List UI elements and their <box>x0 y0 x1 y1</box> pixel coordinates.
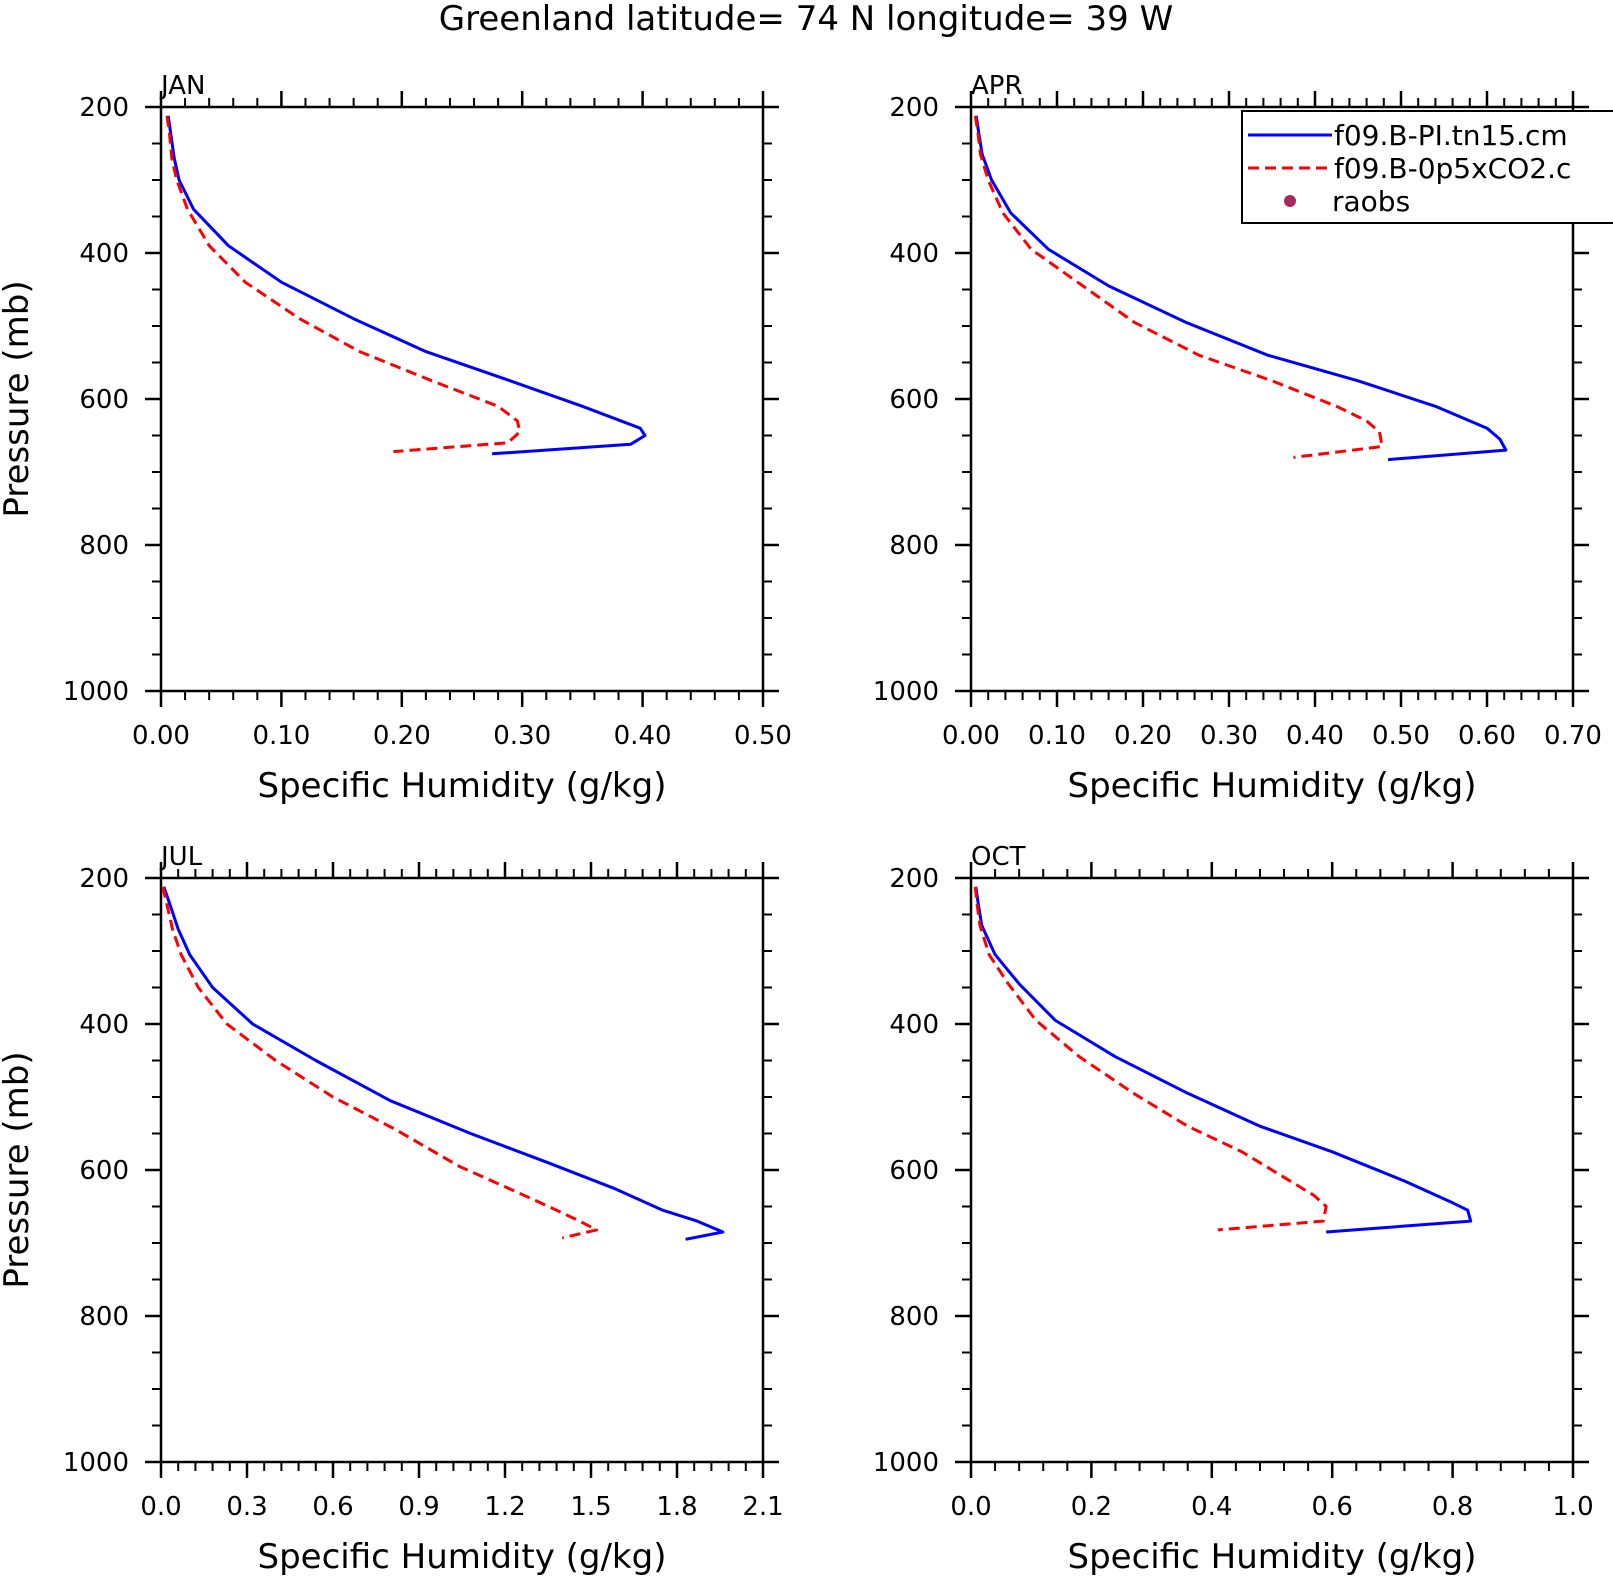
panel-jul: JUL 0.0 0.3 0.6 0.9 1.2 1.5 1.8 2.1 200 400 600 800 1… <box>0 842 784 1577</box>
y-tick-label: 400 <box>79 1010 129 1040</box>
x-tick-label: 2.1 <box>742 1492 783 1522</box>
x-tick-label: 0.00 <box>942 721 1000 751</box>
y-tick-label: 200 <box>79 864 129 894</box>
x-tick-label: 0.8 <box>1432 1492 1473 1522</box>
series-line <box>974 115 1508 462</box>
panel-apr: APR 0.00 0.10 0.20 0.30 0.40 0.50 0.60 0.70 200 40… <box>873 71 1602 806</box>
legend-label: f09.B-0p5xCO2.c <box>1334 152 1571 185</box>
x-tick-label: 0.30 <box>493 721 551 751</box>
legend-label: raobs <box>1332 185 1410 218</box>
y-tick-label: 1000 <box>63 677 129 707</box>
x-tick-label: 0.40 <box>614 721 672 751</box>
y-tick-label: 800 <box>889 1302 939 1332</box>
y-tick-label: 600 <box>889 385 939 415</box>
panel-label: JAN <box>159 71 205 101</box>
x-tick-label: 0.0 <box>140 1492 181 1522</box>
x-axis-label: Specific Humidity (g/kg) <box>1068 1537 1477 1577</box>
y-axis-label: Pressure (mb) <box>0 1051 37 1288</box>
y-tick-label: 1000 <box>873 1448 939 1478</box>
y-tick-label: 800 <box>889 531 939 561</box>
x-axis-label: Specific Humidity (g/kg) <box>258 1537 667 1577</box>
y-tick-label: 1000 <box>873 677 939 707</box>
series-line <box>165 115 522 454</box>
x-tick-label: 0.10 <box>252 721 310 751</box>
x-tick-label: 0.10 <box>1028 721 1086 751</box>
y-tick-label: 800 <box>79 531 129 561</box>
panel-label: JUL <box>159 842 203 872</box>
y-tick-label: 200 <box>889 93 939 123</box>
y-axis-label: Pressure (mb) <box>0 280 37 517</box>
x-tick-label: 0.3 <box>226 1492 267 1522</box>
x-tick-label: 0.20 <box>1114 721 1172 751</box>
x-axis-label: Specific Humidity (g/kg) <box>258 766 667 806</box>
y-tick-label: 600 <box>79 385 129 415</box>
x-tick-label: 0.00 <box>132 721 190 751</box>
plot-frame <box>159 105 765 693</box>
series-line <box>973 886 1328 1232</box>
x-tick-label: 0.6 <box>1312 1492 1353 1522</box>
x-tick-label: 0.6 <box>312 1492 353 1522</box>
x-tick-label: 0.60 <box>1458 721 1516 751</box>
x-tick-label: 0.50 <box>734 721 792 751</box>
series-line <box>974 886 1473 1234</box>
y-tick-label: 1000 <box>63 1448 129 1478</box>
y-tick-label: 200 <box>889 864 939 894</box>
panel-oct: OCT 0.0 0.2 0.4 0.6 0.8 1.0 200 400 600 800 1000 Spe… <box>873 842 1594 1577</box>
x-tick-label: 0.4 <box>1191 1492 1232 1522</box>
legend-label: f09.B-PI.tn15.cm <box>1334 119 1568 152</box>
series-line <box>162 886 725 1241</box>
y-tick-label: 400 <box>79 239 129 269</box>
x-tick-label: 0.20 <box>373 721 431 751</box>
x-axis-label: Specific Humidity (g/kg) <box>1068 766 1477 806</box>
panel-jan: JAN 0.00 0.10 0.20 0.30 0.40 0.50 200 400 600 800 1… <box>0 71 792 806</box>
y-tick-label: 800 <box>79 1302 129 1332</box>
plot-frame <box>159 876 765 1464</box>
y-tick-label: 400 <box>889 239 939 269</box>
x-tick-label: 1.0 <box>1552 1492 1593 1522</box>
x-tick-label: 0.30 <box>1200 721 1258 751</box>
y-tick-label: 400 <box>889 1010 939 1040</box>
x-tick-label: 0.70 <box>1544 721 1602 751</box>
panels: JAN 0.00 0.10 0.20 0.30 0.40 0.50 200 400 600 800 1… <box>0 71 1602 1577</box>
y-tick-label: 200 <box>79 93 129 123</box>
x-tick-label: 1.2 <box>484 1492 525 1522</box>
figure-title: Greenland latitude= 74 N longitude= 39 W <box>439 0 1173 39</box>
x-tick-label: 0.2 <box>1071 1492 1112 1522</box>
series-line <box>973 115 1384 459</box>
y-tick-label: 600 <box>79 1156 129 1186</box>
series-line <box>166 115 647 456</box>
panel-label: APR <box>971 71 1023 101</box>
panel-label: OCT <box>971 842 1026 872</box>
x-tick-label: 0.9 <box>398 1492 439 1522</box>
x-tick-label: 1.5 <box>570 1492 611 1522</box>
x-tick-label: 1.8 <box>656 1492 697 1522</box>
x-tick-label: 0.40 <box>1286 721 1344 751</box>
x-tick-label: 0.0 <box>950 1492 991 1522</box>
x-tick-label: 0.50 <box>1372 721 1430 751</box>
y-tick-label: 600 <box>889 1156 939 1186</box>
series-line <box>161 886 599 1240</box>
legend-marker <box>1284 195 1296 207</box>
